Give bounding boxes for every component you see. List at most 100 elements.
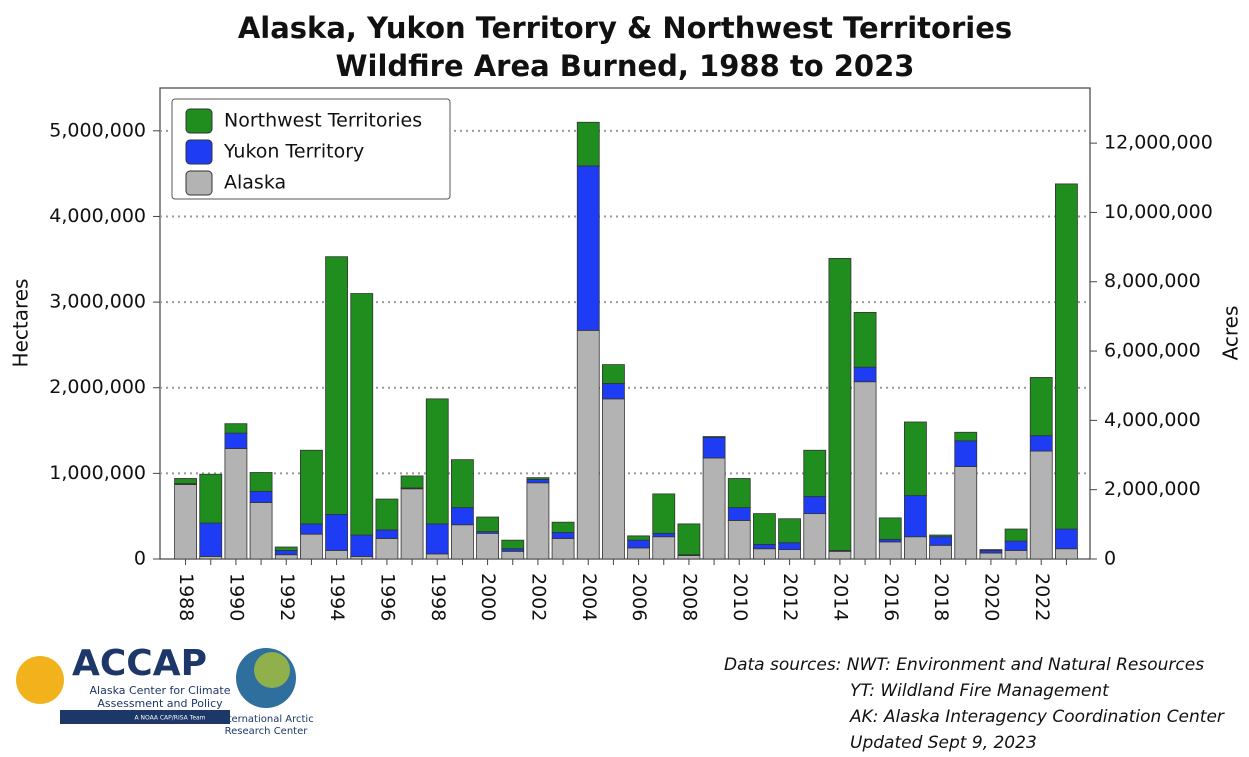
bar-segment <box>350 293 374 536</box>
y-axis-label: Hectares <box>9 279 33 368</box>
bar-segment <box>904 495 927 538</box>
bar-segment <box>1029 435 1053 452</box>
logo-text: Research Center <box>225 726 309 737</box>
bar-segment <box>501 539 525 550</box>
x-tick-label: 2010 <box>729 573 751 621</box>
bar-segment <box>425 398 449 525</box>
bar-segment <box>1055 528 1078 550</box>
bar-segment <box>979 552 1003 560</box>
y-tick-label: 1,000,000 <box>49 462 146 484</box>
bar-segment <box>551 521 575 533</box>
bar-segment <box>803 513 827 560</box>
x-tick-label: 1992 <box>276 573 298 621</box>
y2-tick-label: 12,000,000 <box>1104 132 1213 154</box>
legend-swatch <box>185 170 213 196</box>
x-tick-label: 2004 <box>578 573 600 621</box>
logo-text: Alaska Center for Climate <box>90 684 231 697</box>
x-tick-label: 2006 <box>628 573 650 621</box>
bar-segment <box>778 549 801 560</box>
bar-segment <box>778 542 801 550</box>
bar-segment <box>551 538 575 560</box>
bar-segment <box>828 550 852 560</box>
x-tick-label: 1994 <box>326 573 348 621</box>
bar-segment <box>753 548 776 560</box>
bar-segment <box>627 539 650 549</box>
bar-segment <box>778 518 801 544</box>
legend-swatch <box>185 108 213 134</box>
bar-segment <box>702 436 726 459</box>
bar-segment <box>702 436 726 438</box>
bar-segment <box>300 523 323 535</box>
bar-segment <box>274 554 298 560</box>
bar-segment <box>174 484 197 560</box>
bar-segment <box>803 496 827 515</box>
bar-segment <box>602 364 625 384</box>
bar-segment <box>1004 540 1028 551</box>
bar-segment <box>350 534 374 557</box>
source-text: Updated Sept 9, 2023 <box>850 733 1037 753</box>
bar-segment <box>300 449 323 525</box>
bar-segment <box>375 498 399 531</box>
plot-frame <box>159 87 1091 560</box>
y2-tick-label: 2,000,000 <box>1104 478 1201 500</box>
logo-text: ACCAP <box>72 643 207 684</box>
y2-tick-label: 0 <box>1104 548 1116 570</box>
bar-segment <box>627 547 650 560</box>
bar-segment <box>199 473 223 524</box>
bar-segment <box>425 523 449 555</box>
bar-segment <box>300 533 323 560</box>
bar-segment <box>1055 183 1078 530</box>
bar-segment <box>249 502 273 560</box>
y-tick-label: 0 <box>134 548 146 570</box>
y-tick-label: 4,000,000 <box>49 205 146 227</box>
bar-segment <box>174 478 197 485</box>
bar-segment <box>602 383 625 400</box>
x-tick-label: 1996 <box>376 573 398 621</box>
bar-segment <box>727 507 751 521</box>
y2-tick-label: 4,000,000 <box>1104 409 1201 431</box>
bar-segment <box>476 516 499 532</box>
bar-segment <box>853 311 877 368</box>
bar-segment <box>274 550 298 556</box>
bar-segment <box>652 536 676 560</box>
bar-segment <box>1029 377 1053 437</box>
bar-segment <box>878 517 902 540</box>
y2-tick-label: 10,000,000 <box>1104 201 1213 223</box>
legend-label: Alaska <box>224 172 286 194</box>
bar-segment <box>551 532 575 539</box>
bar-segment <box>249 472 273 492</box>
bar-segment <box>853 366 877 383</box>
logo-text: A NOAA CAP/RISA Team <box>134 715 205 722</box>
logo-text: Assessment and Policy <box>97 697 223 710</box>
bar-segment <box>451 524 474 560</box>
bar-segment <box>425 553 449 560</box>
bar-segment <box>400 475 424 489</box>
bar-segment <box>1004 528 1028 542</box>
legend-box <box>171 98 451 200</box>
bar-segment <box>451 459 474 509</box>
bar-segment <box>501 550 525 560</box>
bar-segment <box>677 555 701 560</box>
bar-segment <box>274 546 298 551</box>
x-tick-label: 2018 <box>930 573 952 621</box>
bar-segment <box>1029 450 1053 560</box>
bar-segment <box>249 490 273 503</box>
x-tick-label: 2008 <box>678 573 700 621</box>
logo-land <box>254 652 290 688</box>
x-tick-label: 2014 <box>829 573 851 621</box>
bar-segment <box>753 513 776 545</box>
bar-segment <box>224 423 248 434</box>
bar-segment <box>451 507 474 526</box>
bar-segment <box>325 256 348 515</box>
x-tick-label: 2016 <box>880 573 902 621</box>
x-tick-label: 1998 <box>427 573 449 621</box>
legend-swatch <box>185 139 213 165</box>
y-tick-label: 3,000,000 <box>49 291 146 313</box>
chart-title: Wildfire Area Burned, 1988 to 2023 <box>336 49 915 83</box>
bar-segment <box>602 398 625 560</box>
bar-segment <box>904 536 927 560</box>
bar-segment <box>727 520 751 560</box>
x-tick-label: 1990 <box>225 573 247 621</box>
bar-segment <box>576 121 600 167</box>
